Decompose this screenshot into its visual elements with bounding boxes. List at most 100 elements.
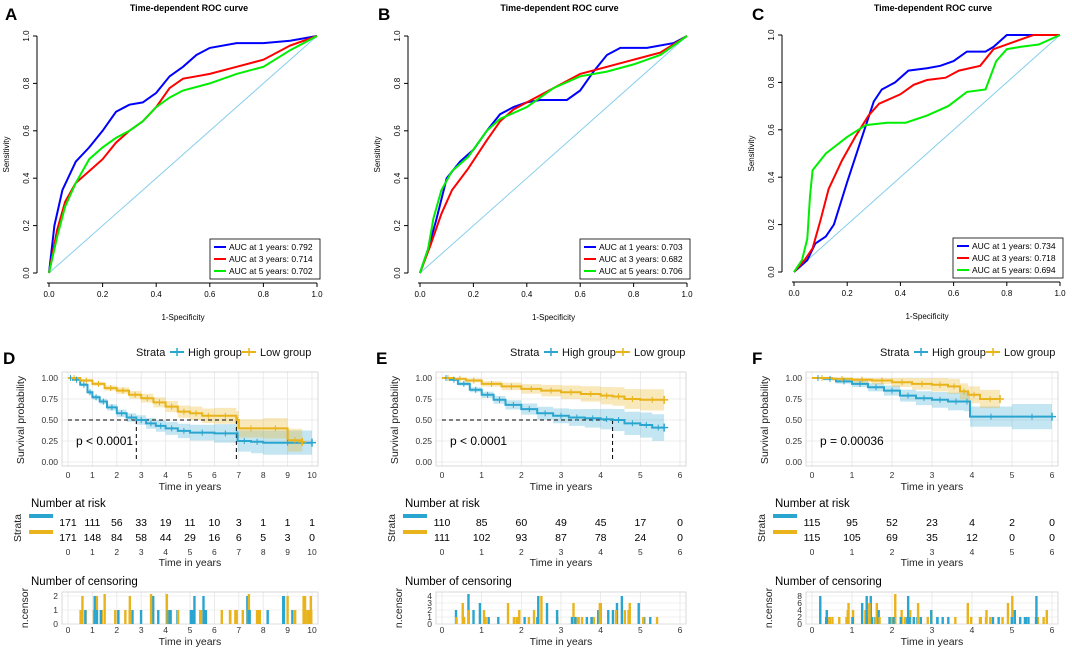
censor-bar — [484, 617, 487, 624]
x-tick-label: 7 — [236, 470, 241, 480]
censor-bar — [169, 610, 172, 624]
risk-high-count: 171 — [59, 517, 77, 529]
risk-x-label: Time in years — [530, 557, 593, 569]
x-tick-label: 5 — [638, 470, 643, 480]
y-tick-label: 0.0 — [393, 267, 402, 279]
risk-x-tick: 7 — [236, 547, 241, 557]
cens-y-label: n.censor — [763, 587, 775, 628]
x-tick-label: 0 — [66, 470, 71, 480]
plot-frame — [805, 371, 1059, 467]
p-value: p < 0.0001 — [76, 434, 133, 448]
roc-curve-5-years — [419, 35, 688, 274]
x-tick-label: 1.0 — [311, 290, 323, 299]
y-tick-label: 1.00 — [415, 373, 432, 383]
y-tick-label: 0.00 — [785, 457, 802, 467]
censor-bar — [919, 617, 922, 624]
censor-bar — [590, 617, 593, 624]
censor-bar — [851, 617, 854, 624]
censor-bar — [868, 603, 871, 624]
x-tick-label: 0.8 — [1001, 289, 1013, 298]
roc-panel-B: B Time-dependent ROC curve 0.0 0.0 0.2 0.2 0.4… — [373, 3, 693, 322]
censor-bar — [467, 594, 470, 624]
cens-x-tick: 5 — [638, 625, 643, 635]
panel-label-E: E — [376, 349, 387, 368]
x-tick-label: 6 — [678, 470, 683, 480]
legend-box — [579, 238, 691, 280]
y-tick-label: 0.00 — [41, 457, 58, 467]
y-tick-label: 0.0 — [767, 266, 776, 278]
risk-x-tick: 9 — [285, 547, 290, 557]
censor-bar — [592, 617, 596, 624]
x-tick-label: 1 — [479, 470, 484, 480]
risk-low-count: 0 — [1049, 532, 1055, 544]
risk-high-count: 56 — [111, 517, 123, 529]
risk-x-tick: 1 — [850, 547, 855, 557]
risk-low-count: 44 — [160, 532, 172, 544]
censor-bar — [516, 617, 520, 624]
panel-label-D: D — [3, 349, 15, 368]
y-tick-label: 0.2 — [22, 219, 31, 231]
y-tick-label: 0.6 — [767, 124, 776, 136]
y-tick-label: 0.75 — [41, 394, 58, 404]
censor-bar — [838, 617, 841, 624]
risk-low-count: 0 — [309, 532, 315, 544]
y-axis-label: Survival probability — [389, 375, 401, 464]
censor-bar — [906, 596, 910, 624]
panel-label-B: B — [378, 5, 390, 24]
cens-x-tick: 6 — [678, 625, 683, 635]
risk-x-tick: 1 — [479, 547, 484, 557]
y-tick-label: 0.8 — [22, 77, 31, 89]
censor-bar — [620, 596, 624, 624]
censor-bar — [472, 610, 475, 624]
risk-high-count: 2 — [1009, 517, 1015, 529]
censor-bar — [598, 603, 602, 624]
risk-high-count: 1 — [309, 517, 315, 529]
panel-label-C: C — [752, 5, 764, 24]
roc-curve-3-years — [793, 34, 1060, 273]
risk-low-count: 35 — [926, 532, 938, 544]
roc-curve-5-years — [48, 35, 318, 274]
cens-x-tick: 2 — [519, 625, 524, 635]
censor-bar — [103, 594, 106, 624]
reference-diagonal — [419, 35, 688, 274]
censor-bar — [916, 603, 920, 624]
censor-bar — [256, 610, 260, 624]
x-tick-label: 1 — [90, 470, 95, 480]
risk-x-tick: 5 — [638, 547, 643, 557]
censor-bar — [966, 603, 970, 624]
censor-bar — [912, 617, 915, 624]
x-tick-label: 0.8 — [258, 290, 270, 299]
x-tick-label: 9 — [285, 470, 290, 480]
censor-bar — [1042, 617, 1045, 624]
cens-y-label: n.censor — [393, 587, 405, 628]
censor-bar — [1013, 610, 1017, 624]
censor-bar — [79, 610, 82, 624]
cens-x-tick: 10 — [307, 625, 317, 635]
cens-x-tick: 0 — [66, 625, 71, 635]
risk-swatch-low — [773, 530, 797, 534]
censor-bar — [908, 617, 911, 624]
y-tick-label: 0.25 — [41, 436, 58, 446]
risk-x-tick: 8 — [261, 547, 266, 557]
x-tick-label: 2 — [519, 470, 524, 480]
censor-bar — [220, 610, 223, 624]
legend-entry: AUC at 1 years: 0.703 — [599, 242, 683, 252]
cens-y-tick: 0 — [53, 619, 58, 629]
legend-low-label: Low group — [260, 347, 311, 359]
cens-x-tick: 3 — [559, 625, 564, 635]
risk-strata-axis: Strata — [386, 514, 398, 542]
censor-bar — [93, 596, 96, 624]
risk-swatch-low — [29, 530, 53, 534]
km-curve-low — [68, 377, 304, 442]
cens-x-tick: 1 — [479, 625, 484, 635]
censor-bar — [1024, 617, 1028, 624]
legend-entry: AUC at 3 years: 0.714 — [229, 254, 313, 264]
x-tick-label: 4 — [598, 470, 603, 480]
y-tick-label: 1.0 — [22, 30, 31, 42]
km-panel-D: D Strata High group Low group p < 0.0001 0.00… — [3, 347, 319, 648]
censor-bar — [168, 610, 171, 624]
censor-bar — [936, 617, 939, 624]
cens-x-label: Time in years — [901, 636, 964, 648]
risk-x-tick: 1 — [90, 547, 95, 557]
legend-entry: AUC at 3 years: 0.682 — [599, 254, 683, 264]
